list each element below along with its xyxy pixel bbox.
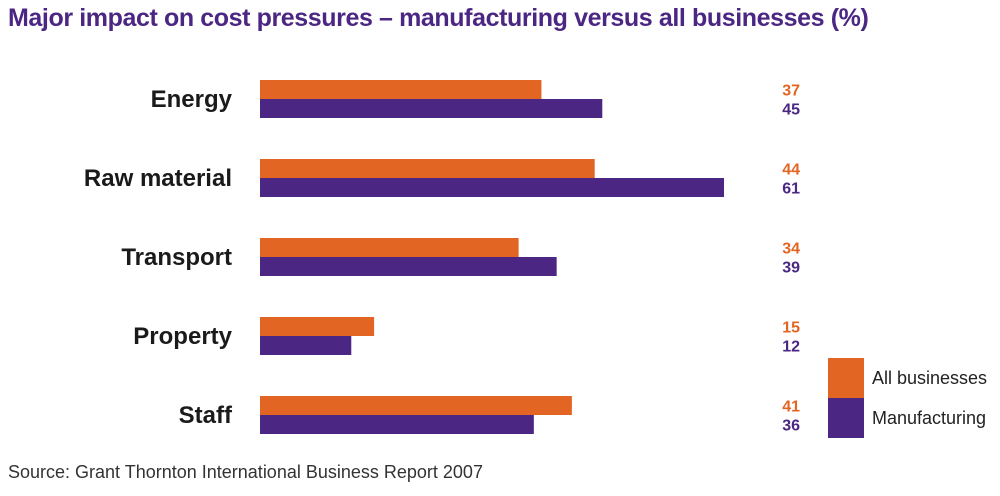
source-note: Source: Grant Thornton International Bus…: [8, 462, 483, 482]
bar-energy-all-businesses: [260, 80, 542, 99]
bar-property-manufacturing: [260, 336, 352, 355]
legend-swatch-all-businesses: [828, 358, 864, 398]
value-label-transport-manufacturing: 39: [782, 260, 800, 277]
legend-label-manufacturing: Manufacturing: [872, 408, 986, 428]
legend: All businesses Manufacturing: [828, 358, 987, 438]
value-label-property-manufacturing: 12: [782, 339, 800, 356]
category-label-energy: Energy: [151, 86, 233, 113]
category-label-staff: Staff: [179, 402, 233, 429]
category-label-transport: Transport: [121, 244, 232, 271]
value-label-raw-material-manufacturing: 61: [782, 181, 800, 198]
value-label-raw-material-all-businesses: 44: [782, 162, 800, 179]
bar-energy-manufacturing: [260, 99, 603, 118]
bar-property-all-businesses: [260, 317, 375, 336]
value-label-transport-all-businesses: 34: [782, 241, 800, 258]
category-label-raw-material: Raw material: [84, 165, 232, 192]
bar-raw-material-all-businesses: [260, 159, 595, 178]
bar-staff-all-businesses: [260, 396, 572, 415]
value-label-energy-manufacturing: 45: [782, 102, 800, 119]
value-label-property-all-businesses: 15: [782, 320, 800, 337]
bars-group: [260, 80, 724, 434]
bar-raw-material-manufacturing: [260, 178, 724, 197]
bar-transport-manufacturing: [260, 257, 557, 276]
chart-title: Major impact on cost pressures – manufac…: [8, 4, 869, 32]
legend-swatch-manufacturing: [828, 398, 864, 438]
value-labels: 37 45 44 61 34 39 15 12 41 36: [782, 83, 800, 435]
bar-transport-all-businesses: [260, 238, 519, 257]
category-label-property: Property: [133, 323, 232, 350]
legend-label-all-businesses: All businesses: [872, 368, 987, 388]
value-label-staff-all-businesses: 41: [782, 399, 800, 416]
category-labels: Energy Raw material Transport Property Staff: [84, 86, 233, 429]
value-label-staff-manufacturing: 36: [782, 418, 800, 435]
bar-staff-manufacturing: [260, 415, 534, 434]
value-label-energy-all-businesses: 37: [782, 83, 800, 100]
